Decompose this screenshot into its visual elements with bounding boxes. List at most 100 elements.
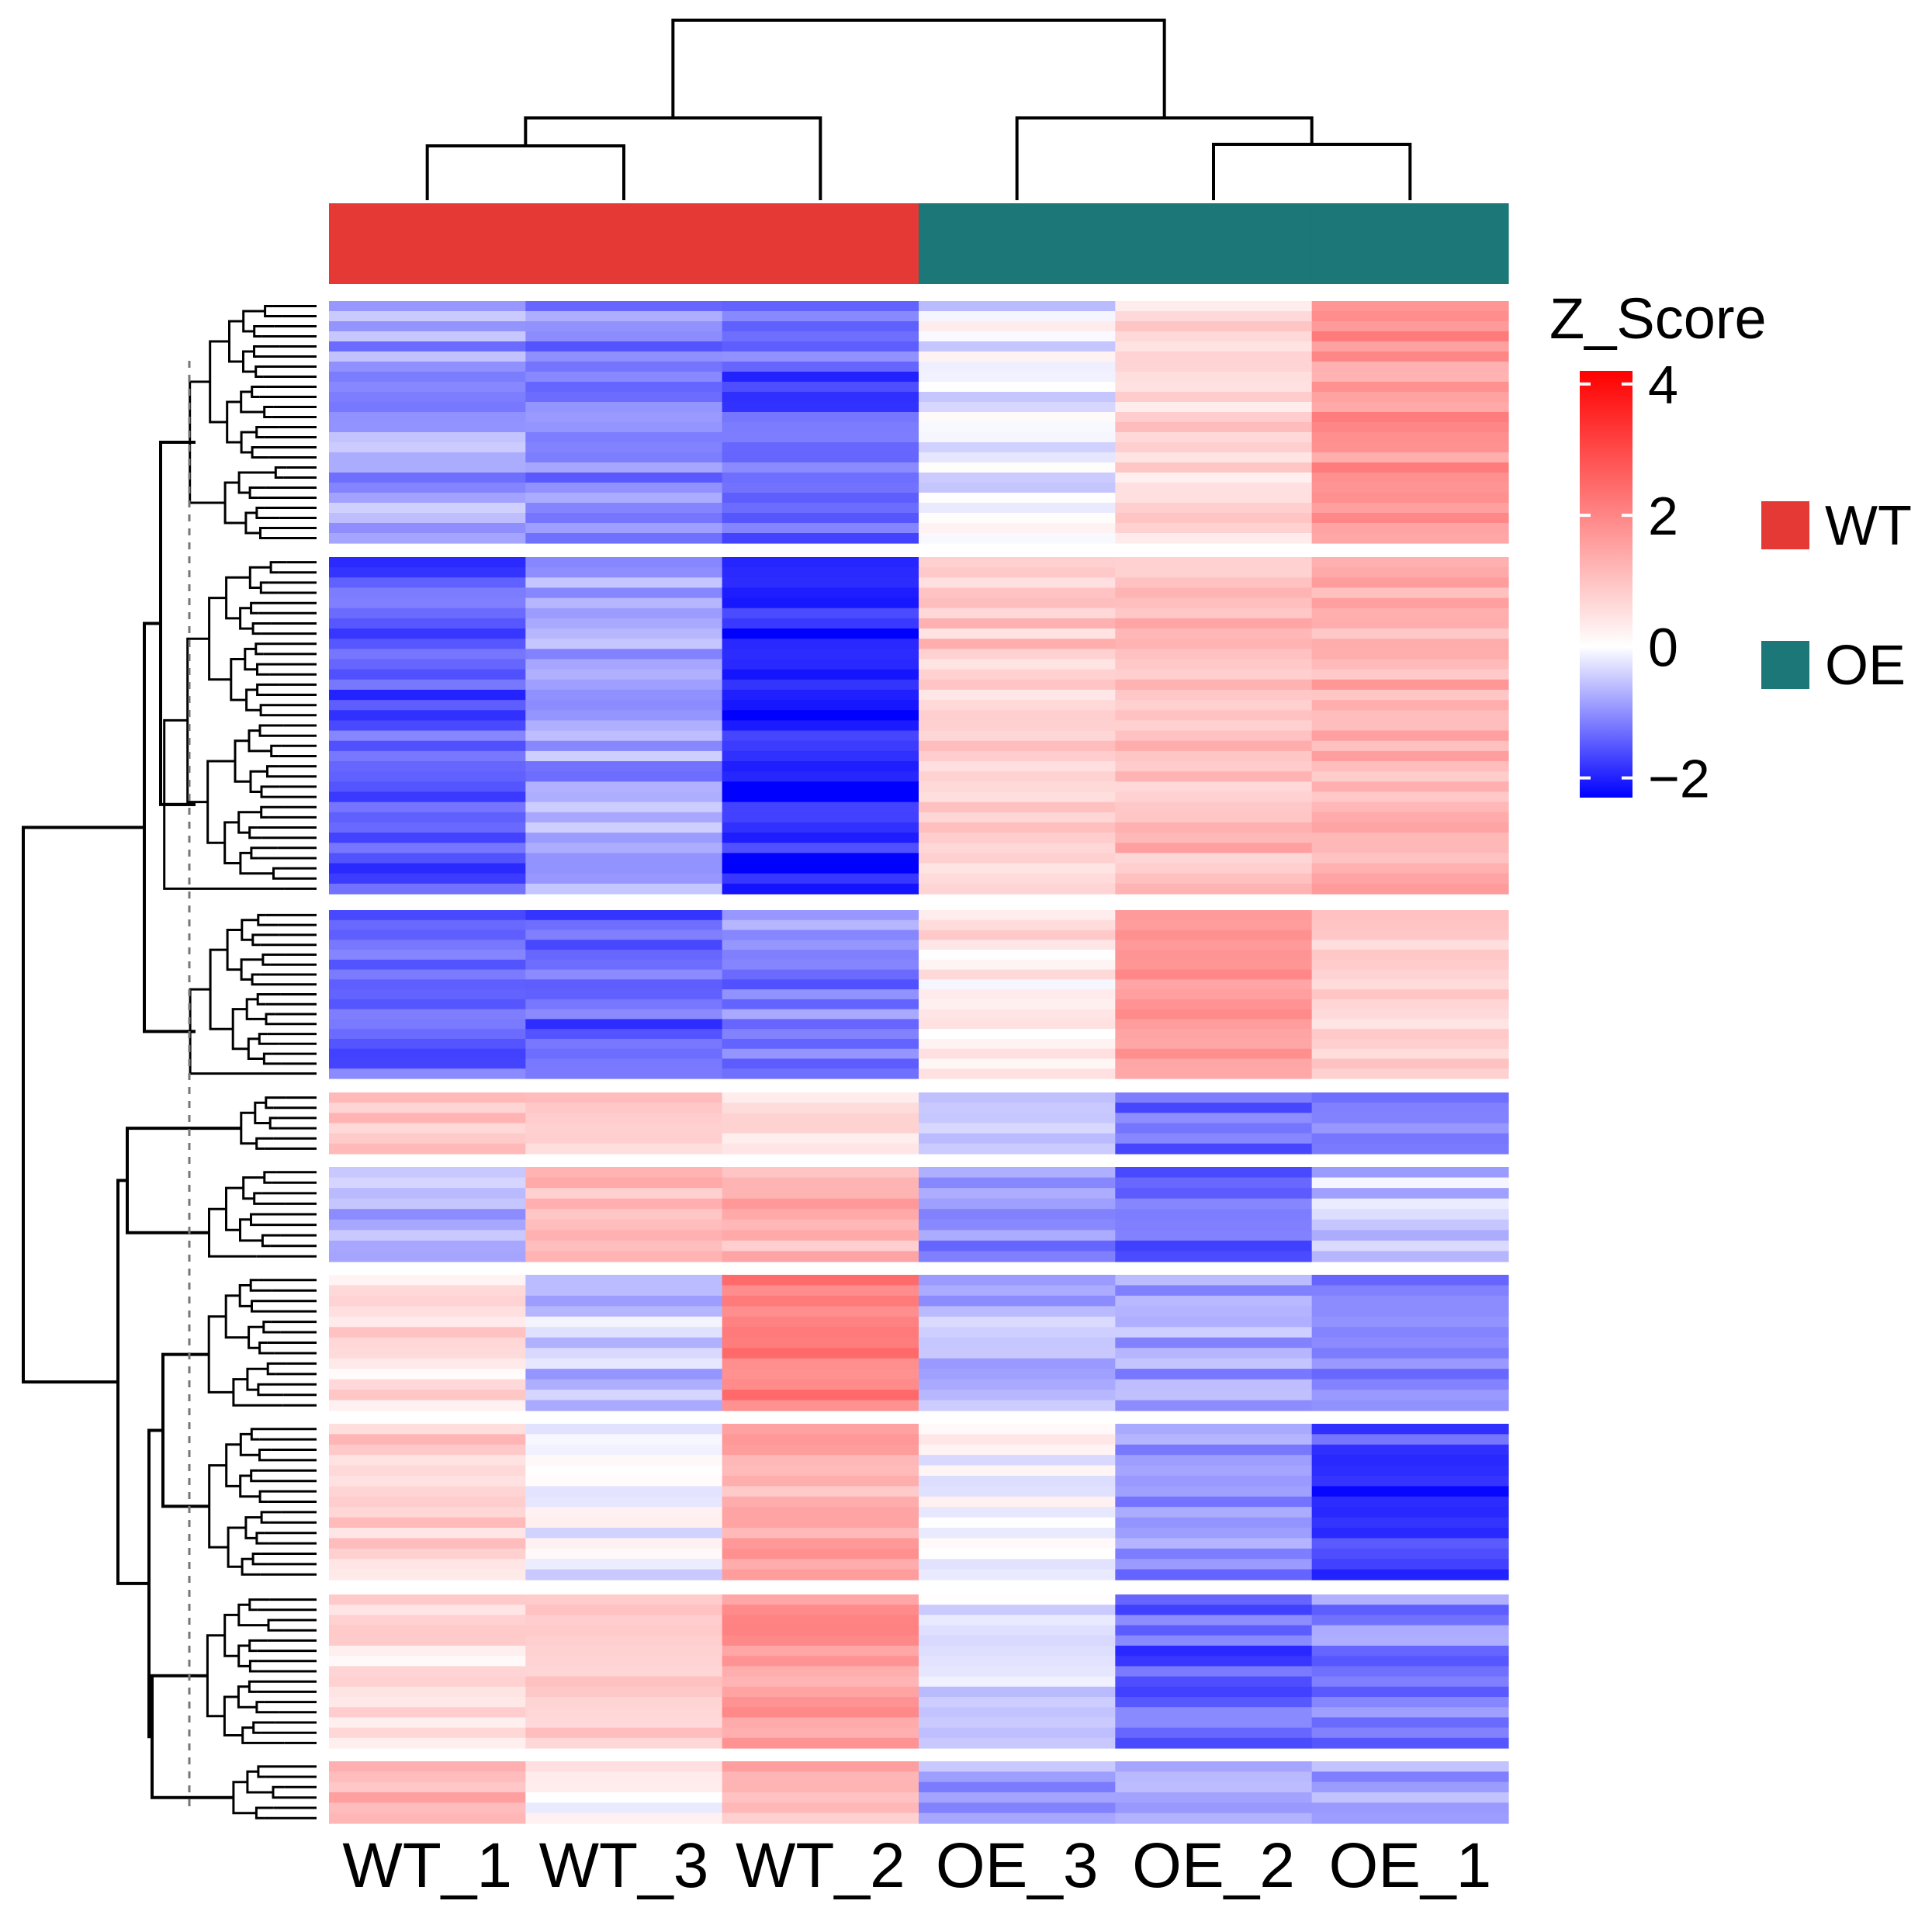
- cluster-block-6: [329, 1275, 1509, 1411]
- heatmap-cell: [525, 1802, 723, 1814]
- heatmap-cell: [525, 1625, 723, 1636]
- heatmap-cell: [919, 462, 1116, 473]
- heatmap-cell: [1311, 950, 1509, 961]
- heatmap-cell: [329, 1465, 526, 1477]
- heatmap-cell: [1311, 1048, 1509, 1060]
- colorbar-tick-label: 4: [1648, 355, 1678, 415]
- heatmap-cell: [1311, 1348, 1509, 1359]
- heatmap-cell: [525, 483, 723, 493]
- heatmap-cell: [1115, 639, 1313, 649]
- colorbar-gradient: [1580, 371, 1633, 798]
- heatmap-cell: [525, 557, 723, 568]
- heatmap-cell: [919, 587, 1116, 599]
- heatmap-cell: [329, 1133, 526, 1144]
- heatmap-cell: [329, 1177, 526, 1189]
- heatmap-cell: [1311, 1316, 1509, 1328]
- heatmap-cell: [525, 1123, 723, 1134]
- heatmap-cell: [919, 483, 1116, 493]
- heatmap-cell: [525, 1369, 723, 1380]
- heatmap-cell: [919, 331, 1116, 342]
- heatmap-cell: [525, 679, 723, 691]
- heatmap-cell: [919, 781, 1116, 793]
- heatmap-cell: [525, 940, 723, 950]
- cluster-block-3: [329, 910, 1509, 1079]
- heatmap-cell: [919, 311, 1116, 322]
- heatmap-cell: [329, 628, 526, 639]
- heatmap-cell: [1115, 1615, 1313, 1626]
- heatmap-cell: [1311, 382, 1509, 393]
- heatmap-cell: [1115, 771, 1313, 782]
- heatmap-cell: [1311, 1605, 1509, 1615]
- heatmap-cell: [919, 771, 1116, 782]
- heatmap-cell: [919, 791, 1116, 803]
- heatmap-cell: [329, 1188, 526, 1200]
- heatmap-cell: [1311, 750, 1509, 762]
- heatmap-cell: [722, 1727, 919, 1739]
- heatmap-cell: [329, 1123, 526, 1134]
- heatmap-cell: [919, 812, 1116, 823]
- heatmap-cell: [919, 720, 1116, 732]
- heatmap-cell: [1115, 1177, 1313, 1189]
- heatmap-cell: [329, 1444, 526, 1456]
- heatmap-cell: [525, 493, 723, 504]
- heatmap-cell: [919, 1167, 1116, 1179]
- heatmap-cell: [1311, 577, 1509, 589]
- heatmap-cell: [525, 422, 723, 433]
- heatmap-cell: [1311, 1143, 1509, 1155]
- heatmap-cell: [1115, 1676, 1313, 1688]
- heatmap-cell: [329, 1092, 526, 1103]
- heatmap-cell: [1311, 442, 1509, 453]
- heatmap-cell: [525, 1737, 723, 1749]
- heatmap-cell: [919, 1240, 1116, 1252]
- heatmap-cell: [525, 812, 723, 823]
- heatmap-cell: [1311, 781, 1509, 793]
- heatmap-cell: [1115, 608, 1313, 619]
- heatmap-cell: [919, 989, 1116, 1000]
- heatmap-cell: [329, 567, 526, 578]
- heatmap-cell: [329, 969, 526, 980]
- heatmap-cell: [919, 730, 1116, 742]
- heatmap-cell: [525, 341, 723, 352]
- heatmap-cell: [1311, 1465, 1509, 1477]
- heatmap-cell: [1115, 442, 1313, 453]
- heatmap-cell: [722, 1348, 919, 1359]
- heatmap-cell: [1115, 1569, 1313, 1581]
- heatmap-cell: [1115, 700, 1313, 711]
- heatmap-cell: [722, 843, 919, 853]
- heatmap-cell: [329, 989, 526, 1000]
- heatmap-cell: [722, 1666, 919, 1677]
- heatmap-cell: [1311, 1666, 1509, 1677]
- heatmap-cell: [1115, 1496, 1313, 1508]
- heatmap-cell: [722, 999, 919, 1010]
- heatmap-cell: [1311, 1781, 1509, 1793]
- heatmap-cell: [329, 557, 526, 568]
- heatmap-cell: [1115, 1198, 1313, 1210]
- heatmap-cell: [919, 402, 1116, 413]
- heatmap-cell: [919, 351, 1116, 362]
- heatmap-cell: [329, 432, 526, 443]
- heatmap-cell: [329, 493, 526, 504]
- heatmap-cell: [1311, 1625, 1509, 1636]
- heatmap-cell: [722, 989, 919, 1000]
- heatmap-cell: [919, 1486, 1116, 1497]
- heatmap-cell: [722, 1327, 919, 1338]
- heatmap-cell: [1115, 1400, 1313, 1411]
- heatmap-cell: [1311, 1771, 1509, 1783]
- heatmap-cell: [1311, 1009, 1509, 1020]
- heatmap-cell: [525, 910, 723, 921]
- heatmap-cell: [525, 608, 723, 619]
- heatmap-cell: [525, 442, 723, 453]
- heatmap-cell: [329, 1605, 526, 1615]
- heatmap-cell: [722, 1635, 919, 1646]
- heatmap-cell: [1311, 597, 1509, 609]
- heatmap-cell: [1115, 740, 1313, 752]
- heatmap-cell: [525, 1434, 723, 1445]
- heatmap-cell: [1115, 1068, 1313, 1079]
- heatmap-cell: [329, 1686, 526, 1698]
- heatmap-cell: [1115, 1240, 1313, 1252]
- heatmap-cell: [919, 1316, 1116, 1328]
- heatmap-cell: [525, 628, 723, 639]
- heatmap-cell: [329, 1517, 526, 1529]
- heatmap-cell: [919, 1605, 1116, 1615]
- heatmap-cell: [525, 1337, 723, 1349]
